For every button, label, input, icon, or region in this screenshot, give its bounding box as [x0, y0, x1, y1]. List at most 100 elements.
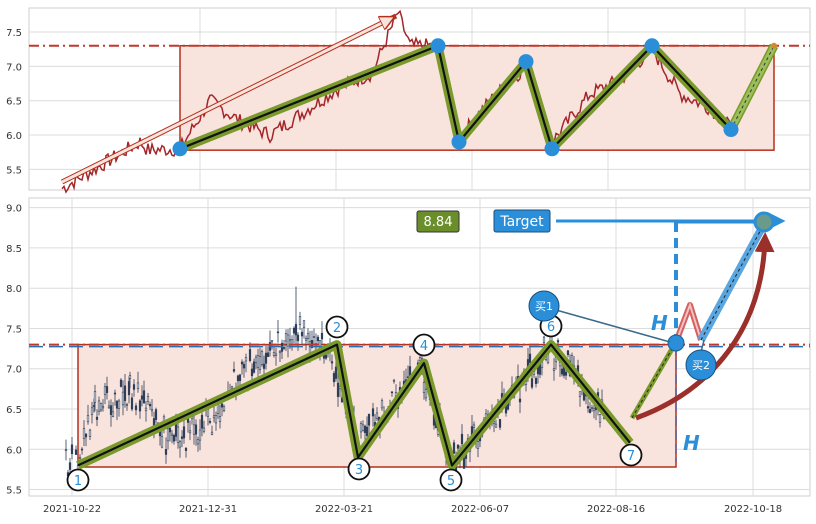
top-pivot-marker [430, 38, 446, 54]
candle-body [332, 373, 336, 383]
candle-body [300, 331, 304, 337]
candle-body [200, 414, 204, 429]
candle-body [242, 363, 246, 369]
top-y-tick-label: 7.5 [6, 28, 22, 39]
candle-body [534, 378, 538, 384]
candle-body [494, 423, 498, 428]
h-label-upper: H [651, 311, 668, 335]
candle-body [274, 353, 278, 356]
candle-body [93, 391, 97, 403]
candle-body [68, 462, 72, 470]
bottom-y-tick-label: 9.0 [6, 204, 22, 215]
top-end-marker [771, 42, 777, 49]
candle-body [115, 400, 119, 409]
bottom-zigzag-inner [77, 343, 631, 467]
candle-body [97, 400, 101, 412]
candle-body [113, 392, 117, 395]
candle-body [140, 395, 144, 400]
rise-to-breakout-inner [631, 341, 677, 419]
top-y-tick-label: 6.0 [6, 131, 22, 142]
bottom-x-tick-label: 2021-10-22 [43, 504, 101, 515]
candle-body [578, 391, 582, 397]
top-pivot-marker [518, 54, 534, 70]
candle-body [528, 353, 532, 363]
candle-body [304, 337, 308, 341]
candle-body [256, 355, 260, 368]
pivot-label-circle [325, 315, 349, 339]
top-zigzag-inner [179, 44, 775, 150]
bottom-y-tick-label: 5.5 [6, 486, 22, 497]
candle-body [248, 349, 252, 362]
candle-body [472, 424, 476, 428]
bottom-zigzag [76, 340, 634, 470]
candle-body [560, 368, 564, 375]
candle-body [127, 381, 131, 396]
candle-body [117, 400, 121, 409]
candle-body [276, 331, 280, 334]
bottom-panel: 5.56.06.57.07.58.08.59.0 2021-10-22 2021-… [6, 197, 811, 515]
pivot-label-text: 2 [333, 321, 341, 336]
top-y-tick-label: 5.5 [6, 165, 22, 176]
candle-body [80, 448, 84, 451]
top-projection-leg-inner [730, 45, 775, 130]
candle-body [174, 424, 178, 437]
candle-body [244, 357, 248, 362]
candle-body [306, 333, 310, 340]
candle-body [132, 384, 136, 390]
candle-body [154, 409, 158, 420]
target-value-box [416, 210, 460, 233]
candle-body [590, 407, 594, 409]
candle-body [284, 333, 288, 342]
candle-body [92, 405, 96, 407]
candle-body [182, 426, 186, 439]
candle-body [119, 379, 123, 387]
pivot-label-circle [412, 333, 436, 357]
pivot-label-text: 6 [547, 320, 555, 335]
candle-body [462, 457, 466, 469]
candle-body [408, 366, 412, 376]
pullback-path-inner [675, 301, 702, 343]
candle-body [598, 414, 602, 423]
candle-body [168, 427, 172, 433]
candle-body [418, 357, 422, 361]
candle-body [556, 340, 560, 343]
candle-body [476, 441, 480, 449]
candle-body [288, 339, 292, 342]
candle-body [240, 361, 244, 365]
top-y-axis: 5.5 6.0 6.5 7.0 7.5 [6, 28, 22, 176]
candle-body [254, 356, 258, 363]
buy1-bubble [528, 290, 560, 322]
candle-body [588, 409, 592, 413]
top-trend-arrow [61, 18, 392, 184]
candle-body [422, 382, 426, 393]
bottom-pivot-labels: 1 2 3 4 5 6 7 [66, 314, 643, 492]
h-label-lower: H [683, 431, 700, 455]
candle-body [107, 405, 111, 409]
bottom-x-tick-label: 2021-12-31 [179, 504, 237, 515]
curved-target-arrow [635, 232, 775, 421]
candle-body [166, 428, 170, 442]
candle-body [292, 327, 296, 334]
candle-body [359, 423, 363, 433]
buy2-label: 买2 [692, 359, 710, 372]
candle-body [296, 334, 300, 342]
target-marker [753, 211, 775, 233]
candle-body [214, 415, 218, 424]
candle-body [70, 444, 74, 455]
bottom-x-axis: 2021-10-22 2021-12-31 2022-03-21 2022-06-07… [43, 504, 782, 515]
candle-body [238, 374, 242, 381]
bottom-x-tick-label: 2022-03-21 [315, 504, 373, 515]
candle-body [130, 397, 134, 410]
candle-body [336, 382, 340, 397]
pivot-label-circle [347, 457, 371, 481]
candle-body [316, 336, 320, 342]
target-value-text: 8.84 [424, 215, 453, 230]
candle-body [208, 421, 212, 423]
top-pivot-marker [544, 141, 560, 157]
breakout-projection-inner [700, 223, 765, 341]
buy1-pointer [555, 309, 671, 343]
candle-body [160, 436, 164, 448]
candle-body [312, 336, 316, 338]
candle-body [452, 442, 456, 454]
candle-body [552, 368, 556, 371]
